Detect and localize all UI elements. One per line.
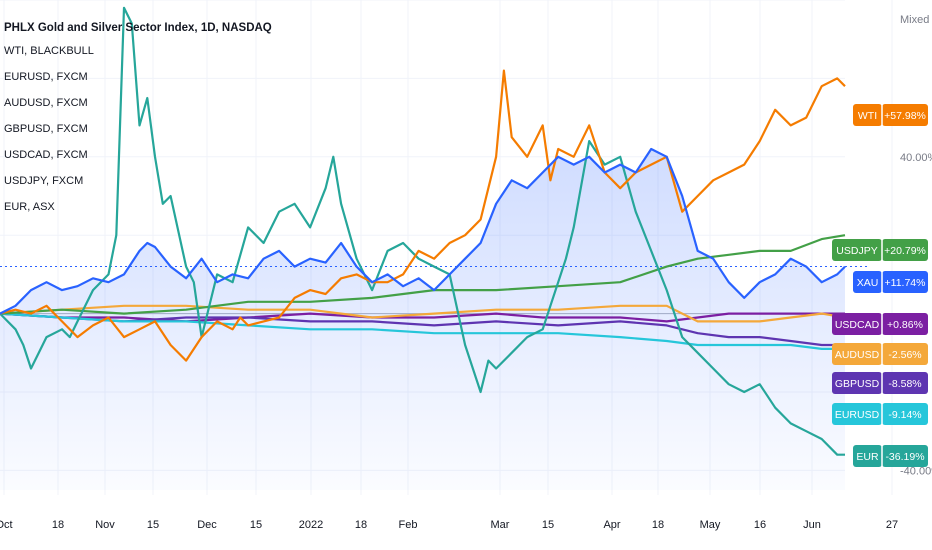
badge-name-box	[832, 343, 882, 365]
x-tick-label: 18	[355, 519, 367, 531]
badge-value: -36.19%	[885, 451, 924, 463]
series-badge-usdjpy[interactable]: USDJPY +20.79%	[832, 239, 928, 261]
series-line-xau[interactable]	[0, 147, 846, 315]
legend-item[interactable]: WTI, BLACKBULL	[4, 45, 94, 57]
x-tick-label: 18	[652, 519, 664, 531]
legend-title: PHLX Gold and Silver Sector Index, 1D, N…	[4, 22, 272, 34]
badge-value: -9.14%	[888, 409, 921, 421]
x-tick-label: 15	[147, 519, 159, 531]
x-tick-label: 2022	[299, 519, 323, 531]
badge-name-box	[832, 313, 882, 335]
xau-area	[0, 148, 845, 490]
x-tick-label: Mar	[491, 519, 510, 531]
series-line-usdjpy[interactable]	[0, 234, 846, 315]
x-tick-label: 18	[52, 519, 64, 531]
badge-name: USDJPY	[836, 245, 877, 257]
series-line-audusd[interactable]	[0, 304, 846, 323]
legend-item[interactable]: USDJPY, FXCM	[4, 175, 84, 187]
badge-name-box	[853, 271, 882, 293]
series-badge-usdcad[interactable]: USDCAD +0.86%	[832, 313, 928, 335]
x-tick-label: Nov	[95, 519, 115, 531]
series-badge-xau[interactable]: XAU +11.74%	[853, 271, 928, 293]
badge-value-box	[882, 445, 928, 467]
badge-name: AUDUSD	[835, 349, 880, 361]
series-badge-wti[interactable]: WTI +57.98%	[853, 104, 928, 126]
badge-name: USDCAD	[835, 319, 880, 331]
series-line-gbpusd[interactable]	[0, 312, 845, 347]
x-tick-label: Jun	[803, 519, 821, 531]
x-tick-label: 15	[250, 519, 262, 531]
badge-name: EUR	[856, 451, 879, 463]
badge-value: +57.98%	[884, 110, 926, 122]
y-tick-label: 40.00%	[900, 152, 932, 164]
badge-value-box	[882, 403, 928, 425]
badge-value-box	[882, 271, 928, 293]
badge-name-box	[832, 239, 882, 261]
legend-items: WTI, BLACKBULL EURUSD, FXCM AUDUSD, FXCM GB…	[4, 44, 272, 226]
badge-value: +11.74%	[885, 277, 926, 289]
legend-item[interactable]: AUDUSD, FXCM	[4, 97, 88, 109]
badge-name: EURUSD	[835, 409, 880, 421]
series-badge-eurusd[interactable]: EURUSD -9.14%	[832, 403, 928, 425]
series-line-eurusd[interactable]	[0, 312, 845, 350]
x-tick-label: Apr	[603, 519, 620, 531]
series-line-wti[interactable]	[0, 69, 846, 362]
badge-value-box	[882, 343, 928, 365]
legend-item[interactable]: EURUSD, FXCM	[4, 71, 88, 83]
badge-value: +20.79%	[884, 245, 926, 257]
series-badge-audusd[interactable]: AUDUSD -2.56%	[832, 343, 928, 365]
badge-value-box	[882, 372, 928, 394]
badge-value: -2.56%	[888, 349, 921, 361]
badge-name-box	[853, 104, 882, 126]
x-tick-label: 15	[542, 519, 554, 531]
series-badge-eur[interactable]: EUR -36.19%	[853, 445, 928, 467]
badge-value: -8.58%	[888, 378, 921, 390]
x-tick-label: Oct	[0, 519, 13, 531]
x-tick-label: 27	[886, 519, 898, 531]
scale-mode-label[interactable]: Mixed	[900, 14, 930, 26]
y-tick-label: -40.00%	[900, 465, 932, 477]
badge-name: WTI	[858, 110, 877, 122]
badge-name: XAU	[857, 277, 879, 289]
x-tick-label: May	[700, 519, 721, 531]
legend: PHLX Gold and Silver Sector Index, 1D, N…	[4, 22, 272, 226]
legend-item[interactable]: EUR, ASX	[4, 201, 55, 213]
x-tick-label: 16	[754, 519, 766, 531]
badge-value-box	[882, 313, 928, 335]
legend-item[interactable]: USDCAD, FXCM	[4, 149, 88, 161]
badge-value-box	[882, 239, 928, 261]
badge-name-box	[832, 403, 882, 425]
badge-name-box	[853, 445, 882, 467]
badge-value: +0.86%	[887, 319, 923, 331]
series-badge-gbpusd[interactable]: GBPUSD -8.58%	[832, 372, 928, 394]
legend-item[interactable]: GBPUSD, FXCM	[4, 123, 88, 135]
badge-name-box	[832, 372, 882, 394]
x-tick-label: Feb	[399, 519, 418, 531]
x-tick-label: Dec	[197, 519, 217, 531]
series-line-eur[interactable]	[0, 6, 845, 456]
badge-name: GBPUSD	[835, 378, 880, 390]
badge-value-box	[882, 104, 928, 126]
